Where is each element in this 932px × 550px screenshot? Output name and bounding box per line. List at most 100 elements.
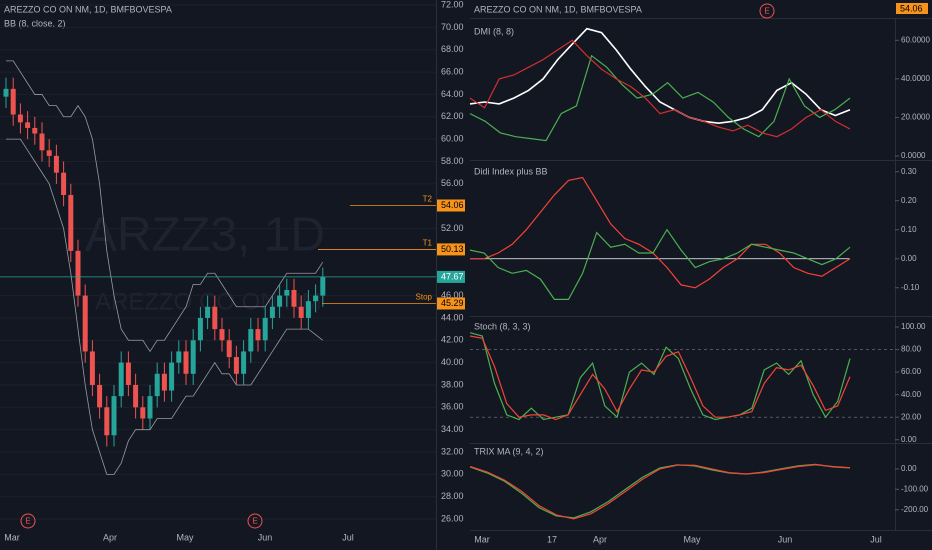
indicator-line <box>469 335 851 421</box>
indicator-line <box>469 54 851 142</box>
y-tick-label: -200.00 <box>901 505 929 514</box>
x-tick-label: Jun <box>258 532 273 542</box>
y-tick-label: 100.00 <box>901 322 926 331</box>
y-tick-label: 58.00 <box>441 156 464 166</box>
candle-body <box>183 351 189 374</box>
y-tick-label: 40.00 <box>441 357 464 367</box>
candle-body <box>82 295 88 352</box>
price-tag-label: 54.06 <box>441 200 464 210</box>
candle-body <box>89 351 95 385</box>
candle-body <box>133 384 139 408</box>
x-tick-label: Jul <box>342 532 354 542</box>
y-tick-label: 60.00 <box>441 133 464 143</box>
candle-body <box>140 407 146 419</box>
y-tick-label: 0.00 <box>901 464 917 473</box>
y-tick-label: 0.0000 <box>901 151 926 160</box>
candle-body <box>97 384 103 408</box>
candle-body <box>125 362 131 385</box>
x-tick-label: May <box>176 532 194 542</box>
y-tick-label: 70.00 <box>441 22 464 32</box>
candle-body <box>255 329 261 341</box>
y-tick-label: 60.00 <box>901 367 922 376</box>
y-tick-label: 20.00 <box>901 412 922 421</box>
x-tick-label: Jul <box>870 534 882 544</box>
y-tick-label: 0.30 <box>901 167 917 176</box>
candle-body <box>17 114 23 123</box>
y-tick-label: 66.00 <box>441 66 464 76</box>
y-tick-label: 32.00 <box>441 446 464 456</box>
y-tick-label: 26.00 <box>441 513 464 523</box>
level-name: T2 <box>423 195 433 204</box>
price-tag-label: 50.13 <box>441 244 464 254</box>
y-tick-label: 0.20 <box>901 196 917 205</box>
event-label: E <box>252 517 257 526</box>
y-tick-label: 68.00 <box>441 44 464 54</box>
x-tick-label: Apr <box>593 534 607 544</box>
candle-body <box>46 150 52 156</box>
candle-body <box>118 362 124 397</box>
y-tick-label: 52.00 <box>441 223 464 233</box>
candle-body <box>284 289 290 296</box>
indicator-line <box>469 39 851 138</box>
price-tag <box>437 199 465 212</box>
candle-body <box>190 340 196 374</box>
panel-title: Didi Index plus BB <box>474 166 548 176</box>
indicator-line <box>469 464 851 520</box>
price-tag-label: 45.29 <box>441 298 464 308</box>
candle-body <box>10 88 16 115</box>
y-tick-label: 40.0000 <box>901 74 930 83</box>
x-tick-label: May <box>683 534 701 544</box>
event-marker <box>20 513 36 529</box>
candle-body <box>197 317 203 341</box>
price-tag <box>437 297 465 310</box>
candle-body <box>277 295 283 307</box>
candle-body <box>313 295 319 302</box>
y-tick-label: 36.00 <box>441 402 464 412</box>
candle-body <box>154 373 160 397</box>
price-tag <box>896 3 928 14</box>
candle-body <box>226 340 232 358</box>
y-tick-label: 0.10 <box>901 225 917 234</box>
y-tick-label: 0.00 <box>901 254 917 263</box>
y-tick-label: 62.00 <box>441 111 464 121</box>
event-label: E <box>25 517 30 526</box>
candle-body <box>233 357 239 374</box>
y-tick-label: 64.00 <box>441 89 464 99</box>
y-tick-label: 20.0000 <box>901 113 930 122</box>
chart-title: AREZZO CO ON NM, 1D, BMFBOVESPA <box>4 4 172 14</box>
candle-body <box>241 351 247 374</box>
candle-body <box>61 172 67 195</box>
candle-body <box>298 306 304 318</box>
candle-body <box>176 351 182 363</box>
event-marker <box>759 3 775 19</box>
candle-body <box>169 362 175 391</box>
x-tick-label: Mar <box>4 532 20 542</box>
panel-title: DMI (8, 8) <box>474 26 514 36</box>
candle-body <box>219 329 225 341</box>
y-tick-label: 80.00 <box>901 345 922 354</box>
candle-body <box>205 306 211 318</box>
candle-body <box>3 88 9 97</box>
candle-body <box>161 373 167 391</box>
header-price: 54.06 <box>900 3 923 13</box>
event-label: E <box>764 7 769 16</box>
y-tick-label: 30.00 <box>441 469 464 479</box>
y-tick-label: 38.00 <box>441 379 464 389</box>
candle-body <box>39 133 45 151</box>
candle-body <box>104 407 110 436</box>
candle-body <box>32 127 38 134</box>
watermark: ARZZ3, 1D <box>85 209 325 262</box>
candle-body <box>75 250 81 296</box>
indicator-line <box>469 228 851 300</box>
x-tick-label: 17 <box>547 534 557 544</box>
y-tick-label: 46.00 <box>441 290 464 300</box>
level-name: T1 <box>423 239 433 248</box>
candle-body <box>53 155 59 173</box>
candle-body <box>25 122 31 128</box>
x-tick-label: Mar <box>474 534 490 544</box>
y-tick-label: 72.00 <box>441 0 464 9</box>
y-tick-label: 28.00 <box>441 491 464 501</box>
candle-body <box>291 289 297 307</box>
y-tick-label: 34.00 <box>441 424 464 434</box>
